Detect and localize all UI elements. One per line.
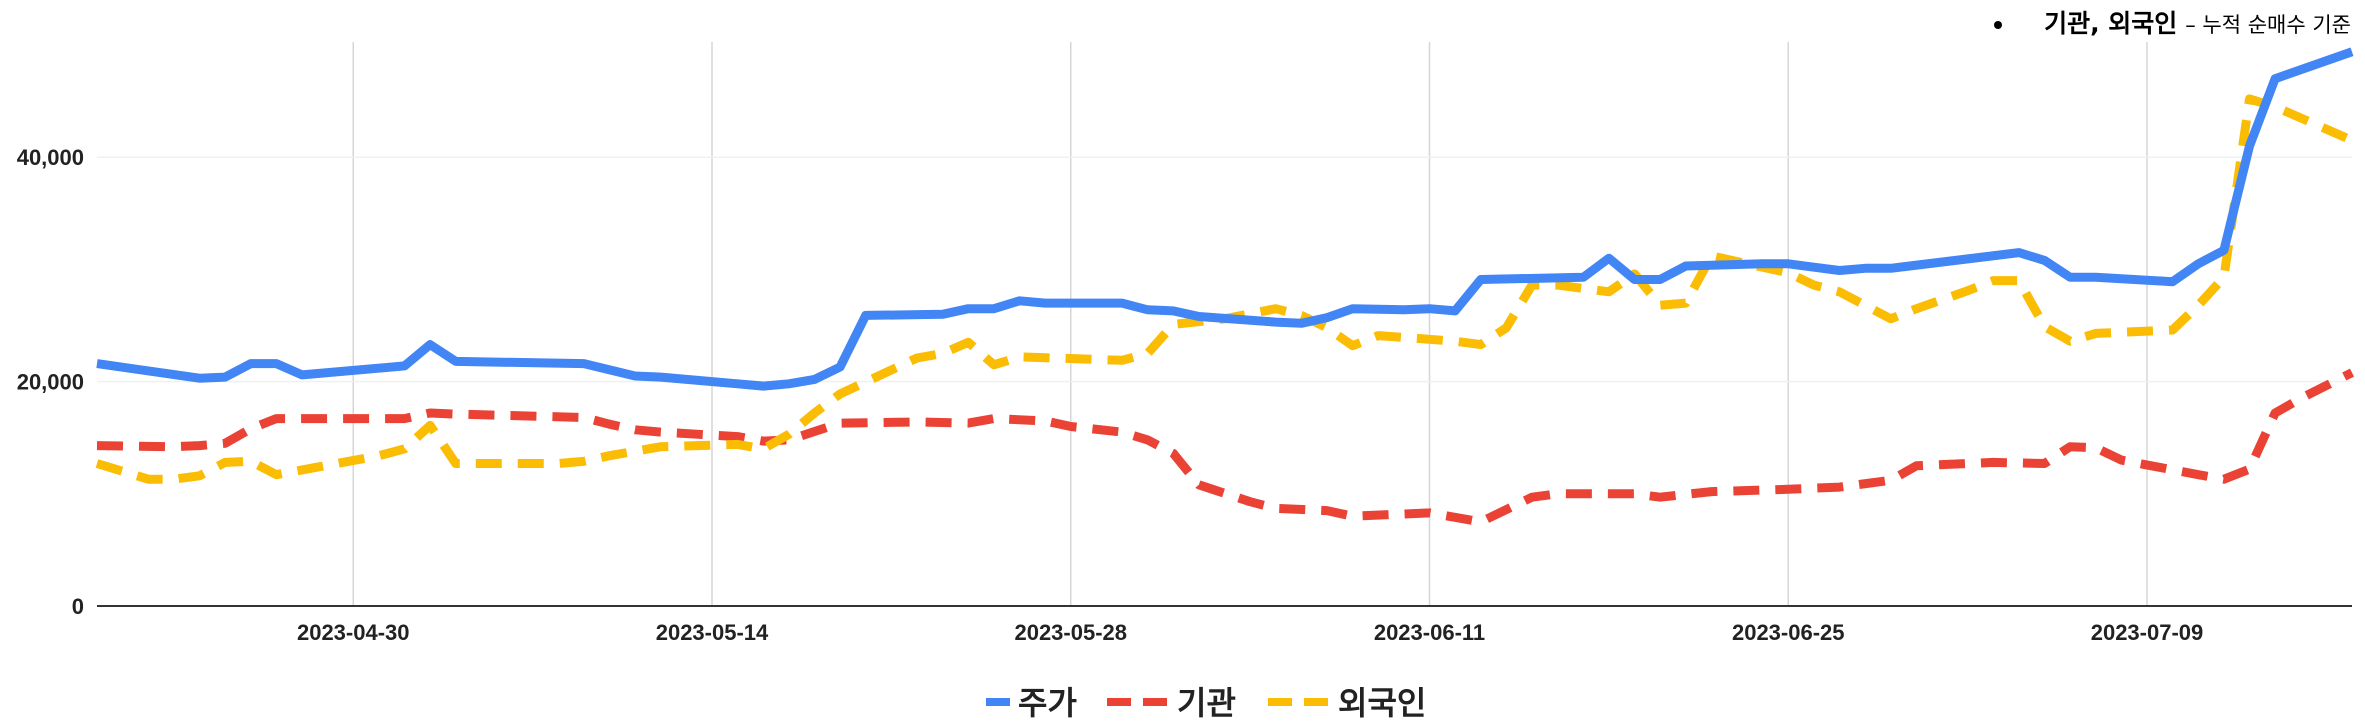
gridlines [97,42,2352,606]
note-bold: 기관, 외국인 [2044,9,2178,38]
legend-label: 외국인 [1338,684,1426,721]
x-tick-label: 2023-05-28 [1014,620,1127,645]
x-tick-label: 2023-05-14 [656,620,769,645]
legend-label: 주가 [1018,684,1077,721]
legend-label: 기관 [1177,684,1236,721]
y-tick-label: 40,000 [17,145,84,170]
y-tick-label: 0 [72,594,84,619]
x-tick-label: 2023-07-09 [2091,620,2204,645]
axes: 2023-04-30 2023-05-14 2023-05-28 2023-06-11… [17,145,2352,645]
series-line-foreign [95,94,2354,484]
series-group [95,47,2355,527]
series-line-institution [96,368,2355,527]
chart-note: 기관, 외국인 – 누적 순매수 기준 [1994,4,2351,40]
x-tick-label: 2023-04-30 [297,620,410,645]
y-tick-label: 20,000 [17,370,84,395]
x-tick-label: 2023-06-25 [1732,620,1845,645]
series-line-price [96,47,2354,391]
note-rest: – 누적 순매수 기준 [2185,13,2351,37]
x-tick-label: 2023-06-11 [1374,620,1485,645]
legend: 주가 기관 외국인 [986,684,1426,721]
bullet-icon [1994,21,2003,29]
